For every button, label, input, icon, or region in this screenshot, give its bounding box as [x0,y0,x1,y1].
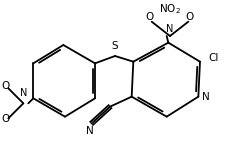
Text: O: O [186,12,194,22]
Text: NO$_2$: NO$_2$ [159,3,181,16]
Text: S: S [112,41,118,51]
Text: N: N [20,88,27,98]
Text: O: O [146,12,154,22]
Text: O: O [1,81,9,91]
Text: N: N [86,126,93,136]
Text: Cl: Cl [208,53,218,63]
Text: N: N [166,24,174,34]
Text: O: O [1,114,9,124]
Text: N: N [202,92,210,102]
